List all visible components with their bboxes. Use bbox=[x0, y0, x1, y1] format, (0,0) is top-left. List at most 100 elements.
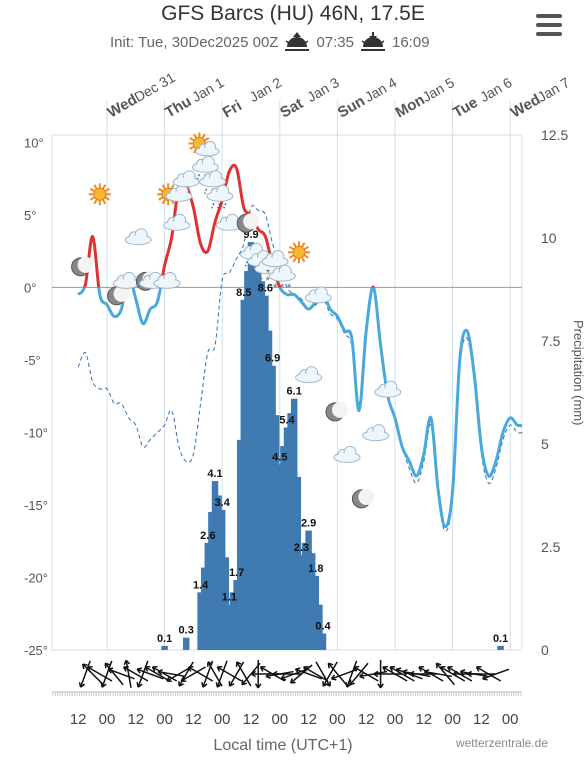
sun-ray bbox=[204, 137, 210, 142]
precip-bar bbox=[272, 415, 280, 650]
wind-arrow bbox=[87, 666, 113, 682]
cloud-body bbox=[215, 219, 243, 231]
cloud-puff bbox=[243, 245, 255, 257]
rain-icon bbox=[239, 242, 267, 267]
snow-flake: * bbox=[287, 282, 292, 294]
wind-arrow bbox=[322, 661, 338, 687]
precip-bar bbox=[319, 633, 327, 650]
sunrise-time: 07:35 bbox=[316, 33, 354, 51]
wind-arrow bbox=[241, 662, 261, 686]
cloud-fill bbox=[296, 373, 321, 382]
cloud-puff bbox=[134, 228, 148, 242]
day-label-dow: Tue bbox=[450, 94, 481, 122]
wind-arrowhead bbox=[87, 666, 93, 672]
wind-arrowhead bbox=[435, 662, 442, 669]
precip-bar bbox=[316, 604, 323, 650]
cloud-puff bbox=[271, 250, 285, 264]
wind-arrowhead bbox=[107, 667, 114, 674]
cloud-body bbox=[195, 146, 220, 157]
day-label-dow: Sat bbox=[277, 95, 306, 121]
temperature-line-warm bbox=[82, 163, 376, 288]
cloud-fill bbox=[174, 177, 199, 186]
wind-arrowhead bbox=[418, 666, 424, 672]
cloud-fill bbox=[167, 192, 191, 201]
sun-ray bbox=[303, 254, 310, 259]
precip-label: 2.9 bbox=[301, 518, 316, 530]
cloud-fill bbox=[207, 192, 232, 201]
sun-cloud-icon bbox=[188, 132, 220, 157]
precip-bar bbox=[222, 557, 230, 650]
x-tick-label: 00 bbox=[444, 711, 461, 728]
cloud-puff bbox=[173, 213, 187, 227]
plot-frame bbox=[51, 134, 523, 651]
wind-arrowhead bbox=[389, 666, 396, 672]
cloud-icon bbox=[362, 424, 390, 442]
cloud-body bbox=[139, 277, 167, 289]
cloud-puff bbox=[122, 271, 136, 285]
snow-flake: * bbox=[265, 268, 270, 280]
cloud-icon bbox=[124, 228, 152, 246]
sun-ray bbox=[170, 184, 175, 190]
wind-arrow bbox=[303, 666, 329, 682]
cloud-puff bbox=[116, 274, 128, 286]
wind-arrowhead bbox=[78, 682, 86, 688]
cloud-puff bbox=[149, 271, 163, 285]
wind-arrowhead bbox=[373, 670, 379, 678]
sun-ray bbox=[303, 245, 310, 251]
wind-arrow bbox=[290, 664, 313, 684]
wind-strip bbox=[52, 656, 522, 692]
wind-arrowhead bbox=[166, 676, 172, 682]
snow-flake: * bbox=[259, 275, 264, 287]
wind-arrowhead bbox=[447, 666, 453, 672]
sun-ray bbox=[161, 198, 167, 205]
wind-arrowhead bbox=[100, 682, 107, 688]
sunset-time: 16:09 bbox=[392, 33, 430, 51]
wind-arrowhead bbox=[201, 682, 208, 688]
x-tick-label: 00 bbox=[502, 711, 519, 728]
moon-icon bbox=[71, 256, 94, 277]
init-line: Init: Tue, 30Dec2025 00Z 07:35 16:09 bbox=[110, 31, 430, 53]
sun-ray bbox=[292, 242, 297, 248]
x-tick-label: 12 bbox=[243, 711, 260, 728]
wind-arrow bbox=[202, 660, 214, 688]
cloud-icon bbox=[172, 170, 200, 188]
cloud-body bbox=[261, 256, 289, 268]
precip-bar bbox=[247, 242, 255, 650]
wind-arrowhead bbox=[254, 683, 262, 689]
x-tick-label: 12 bbox=[300, 711, 317, 728]
wind-arrowhead bbox=[353, 666, 360, 672]
day-label-dow: Thu bbox=[162, 93, 194, 121]
sun-ray bbox=[93, 198, 98, 205]
cloud-body bbox=[191, 161, 219, 173]
precip-bar bbox=[204, 542, 212, 650]
cloud-icon bbox=[304, 286, 332, 304]
precip-bar bbox=[226, 604, 233, 650]
wind-arrow bbox=[327, 662, 347, 686]
cloud-icon bbox=[374, 380, 402, 398]
wind-arrowhead bbox=[322, 681, 328, 687]
cloud-puff bbox=[198, 143, 209, 154]
precip-bar bbox=[200, 567, 208, 650]
precip-label: 9.3 bbox=[251, 254, 266, 266]
day-label-date: Jan 6 bbox=[477, 74, 515, 105]
y-right-tick: 2.5 bbox=[541, 539, 561, 555]
wind-arrow bbox=[424, 670, 453, 678]
moon-cut bbox=[113, 285, 130, 302]
moon-cut bbox=[77, 256, 94, 273]
wind-arrowhead bbox=[144, 666, 151, 672]
cloud-fill bbox=[164, 221, 189, 230]
temperature-line-cold bbox=[76, 287, 522, 529]
wind-arrow bbox=[353, 666, 379, 682]
wind-arrowhead bbox=[475, 666, 482, 672]
day-label-date: Dec 31 bbox=[131, 69, 178, 105]
precip-bar bbox=[211, 481, 219, 650]
cloud-puff bbox=[204, 140, 216, 153]
hamburger-menu-icon[interactable] bbox=[536, 14, 562, 41]
wind-arrowhead bbox=[180, 676, 187, 682]
sun-ray bbox=[189, 137, 195, 142]
cloud-body bbox=[206, 190, 234, 202]
x-tick-label: 12 bbox=[415, 711, 432, 728]
moon-icon bbox=[236, 213, 260, 233]
